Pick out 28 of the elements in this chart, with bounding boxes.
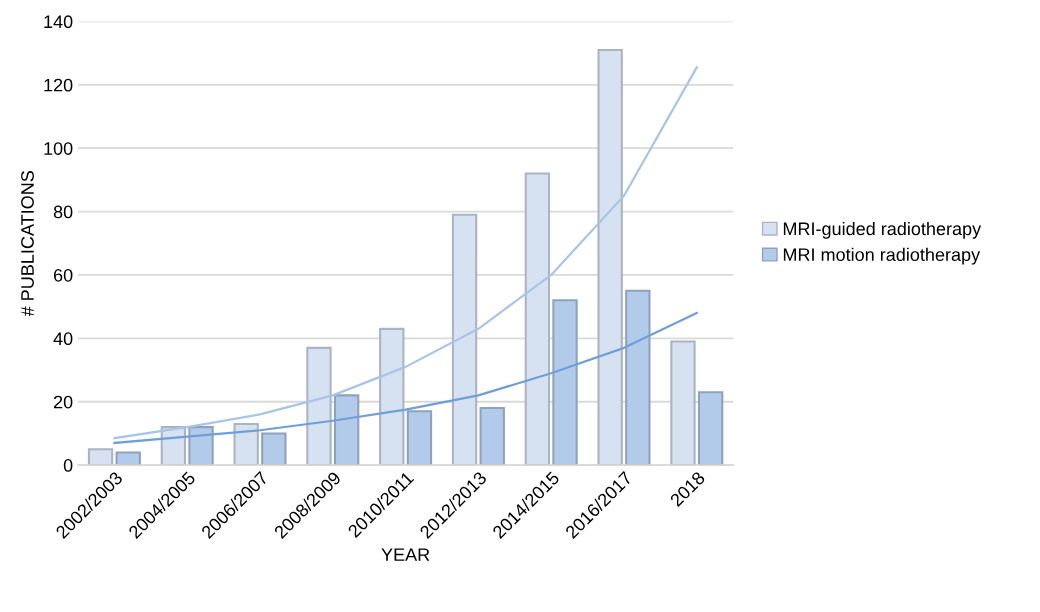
bar xyxy=(233,422,259,466)
bar xyxy=(379,327,405,466)
bar xyxy=(479,407,505,466)
legend-label: MRI-guided radiotherapy xyxy=(783,221,982,239)
bar xyxy=(625,289,651,466)
y-tick-label: 60 xyxy=(53,268,73,282)
legend-label: MRI motion radiotherapy xyxy=(783,247,981,265)
bar xyxy=(597,48,623,466)
bar xyxy=(261,432,287,466)
bar xyxy=(552,299,578,466)
y-tick-label: 80 xyxy=(53,205,73,219)
bar xyxy=(87,448,114,466)
y-tick-label: 40 xyxy=(53,332,73,346)
y-tick-label: 120 xyxy=(44,78,73,92)
bar xyxy=(670,340,696,466)
y-axis-title: # PUBLICATIONS xyxy=(21,171,34,317)
bar xyxy=(451,213,478,466)
y-tick-label: 0 xyxy=(63,459,73,472)
line-series xyxy=(113,311,698,445)
x-axis-title: YEAR xyxy=(381,548,430,561)
bar xyxy=(524,172,551,466)
y-tick-label: 20 xyxy=(53,395,73,409)
bar xyxy=(697,391,724,466)
bar xyxy=(406,410,433,466)
y-tick-label: 140 xyxy=(44,15,73,29)
bar xyxy=(115,451,141,466)
y-tick-label: 100 xyxy=(44,142,73,155)
bar xyxy=(306,346,332,466)
